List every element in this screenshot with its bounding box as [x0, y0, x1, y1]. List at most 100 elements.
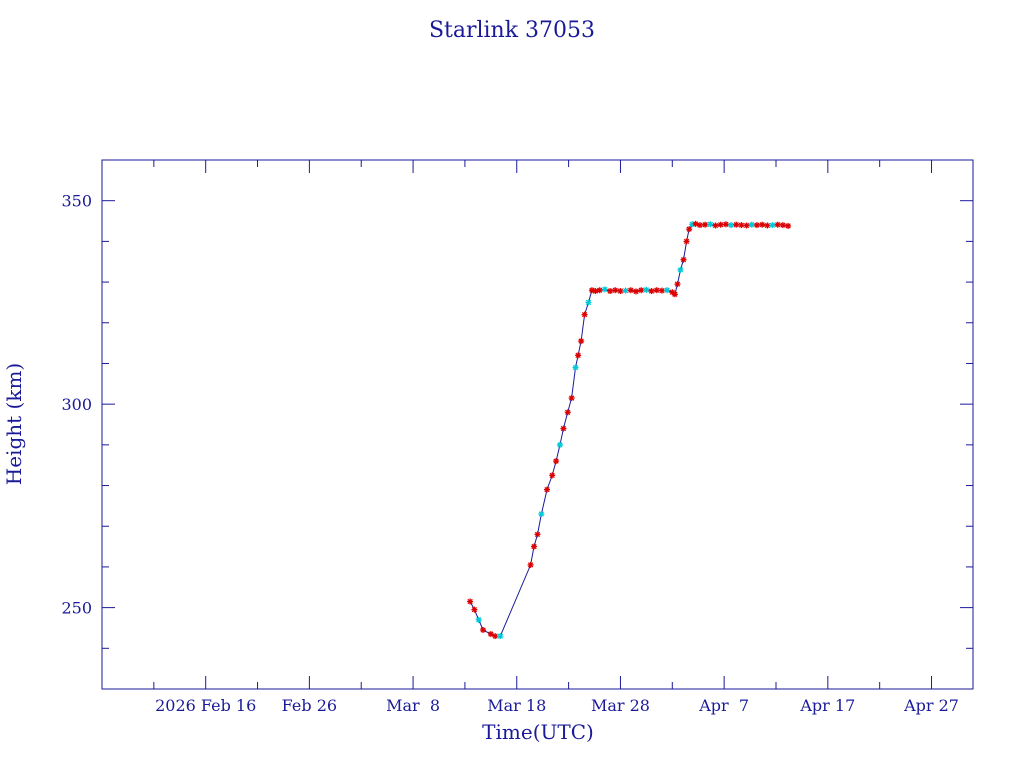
- data-point-stroke: [602, 286, 608, 293]
- data-point: [648, 288, 655, 295]
- data-point-stroke: [572, 364, 579, 371]
- data-point-stroke: [680, 257, 687, 263]
- data-point: [575, 352, 582, 359]
- data-point-stroke: [697, 222, 703, 228]
- data-point-stroke: [575, 352, 581, 358]
- data-point-stroke: [785, 223, 791, 229]
- chart-title: Starlink 37053: [429, 18, 595, 43]
- data-point-stroke: [538, 511, 545, 517]
- data-point: [549, 472, 556, 479]
- x-tick-label: Mar 8: [386, 696, 440, 715]
- data-point-stroke: [683, 238, 690, 245]
- data-point-stroke: [544, 486, 550, 493]
- data-point-stroke: [780, 222, 786, 228]
- data-point: [753, 222, 760, 229]
- data-point-stroke: [612, 287, 618, 293]
- data-point-stroke: [664, 287, 670, 293]
- data-point-stroke: [759, 222, 765, 228]
- data-point-stroke: [565, 409, 571, 415]
- data-point-stroke: [492, 633, 498, 639]
- x-tick-label: Apr 17: [799, 696, 855, 715]
- data-point: [596, 287, 603, 294]
- data-point: [702, 221, 709, 228]
- data-point: [692, 220, 699, 227]
- x-axis-label: Time(UTC): [482, 720, 594, 744]
- data-point-stroke: [754, 222, 760, 228]
- data-point: [638, 287, 645, 294]
- data-point-stroke: [749, 222, 755, 228]
- data-point-stroke: [674, 281, 681, 287]
- x-tick-labels: 2026 Feb 16 Feb 26 Mar 8 Mar 18 Mar 28 Apr 7 A…: [155, 696, 959, 715]
- x-tick-label: Mar 18: [487, 696, 546, 715]
- data-point: [592, 288, 599, 295]
- data-point-stroke: [497, 633, 504, 639]
- height-series-line: [469, 223, 789, 637]
- x-tick-label: Mar 28: [591, 696, 650, 715]
- data-point-stroke: [578, 338, 584, 344]
- data-point: [531, 543, 538, 550]
- data-point: [497, 633, 504, 640]
- data-point: [572, 364, 579, 371]
- data-point: [612, 287, 619, 294]
- data-point-stroke: [686, 226, 692, 232]
- data-point-stroke: [643, 287, 650, 293]
- data-point-stroke: [592, 288, 599, 294]
- data-point-stroke: [633, 288, 639, 295]
- data-point-stroke: [692, 221, 699, 227]
- x-tick-label: 2026 Feb 16: [155, 696, 256, 715]
- data-point: [738, 222, 745, 229]
- data-point: [764, 222, 771, 229]
- data-point: [785, 222, 792, 229]
- data-point-stroke: [733, 222, 739, 228]
- x-tick-label: Apr 7: [698, 696, 749, 715]
- data-point-stroke: [769, 222, 776, 228]
- data-point-stroke: [617, 288, 624, 294]
- data-point-stroke: [531, 543, 537, 550]
- data-point: [607, 288, 614, 295]
- data-point-stroke: [560, 425, 567, 432]
- y-tick-label: 350: [61, 192, 92, 211]
- data-point-stroke: [597, 287, 603, 293]
- data-point: [622, 287, 629, 294]
- data-point: [686, 226, 693, 233]
- data-point-stroke: [707, 221, 713, 227]
- data-point: [680, 256, 687, 263]
- data-point: [556, 441, 563, 448]
- y-axis-label: Height (km): [2, 363, 26, 485]
- data-point: [538, 511, 545, 518]
- data-point: [527, 561, 534, 568]
- data-point-stroke: [581, 311, 588, 318]
- data-point-stroke: [471, 606, 478, 613]
- data-point-stroke: [527, 562, 534, 568]
- data-point-stroke: [488, 631, 494, 637]
- data-point-stroke: [638, 287, 644, 293]
- data-point: [671, 291, 678, 298]
- data-point-stroke: [723, 221, 729, 227]
- data-point: [722, 221, 729, 228]
- y-tick-label: 250: [61, 599, 92, 618]
- data-point-stroke: [476, 617, 482, 623]
- data-point: [475, 616, 482, 623]
- data-point: [664, 287, 671, 294]
- data-point: [581, 311, 588, 318]
- data-point: [601, 286, 608, 293]
- data-point-stroke: [534, 531, 541, 538]
- height-series-markers: [467, 220, 792, 640]
- data-point-stroke: [669, 289, 675, 295]
- data-point: [774, 221, 781, 228]
- data-point-stroke: [628, 287, 634, 293]
- data-point: [658, 287, 665, 294]
- y-tick-labels: 250 300 350: [61, 192, 92, 618]
- y-tick-label: 300: [61, 395, 92, 414]
- data-point-stroke: [718, 222, 724, 228]
- data-point: [560, 425, 567, 432]
- data-point-stroke: [743, 222, 750, 229]
- data-point: [627, 287, 634, 294]
- data-point-stroke: [659, 287, 665, 294]
- data-point-stroke: [764, 222, 771, 229]
- data-point: [471, 606, 478, 613]
- data-point: [696, 222, 703, 229]
- x-tick-label: Apr 27: [903, 696, 959, 715]
- data-point-stroke: [712, 222, 719, 229]
